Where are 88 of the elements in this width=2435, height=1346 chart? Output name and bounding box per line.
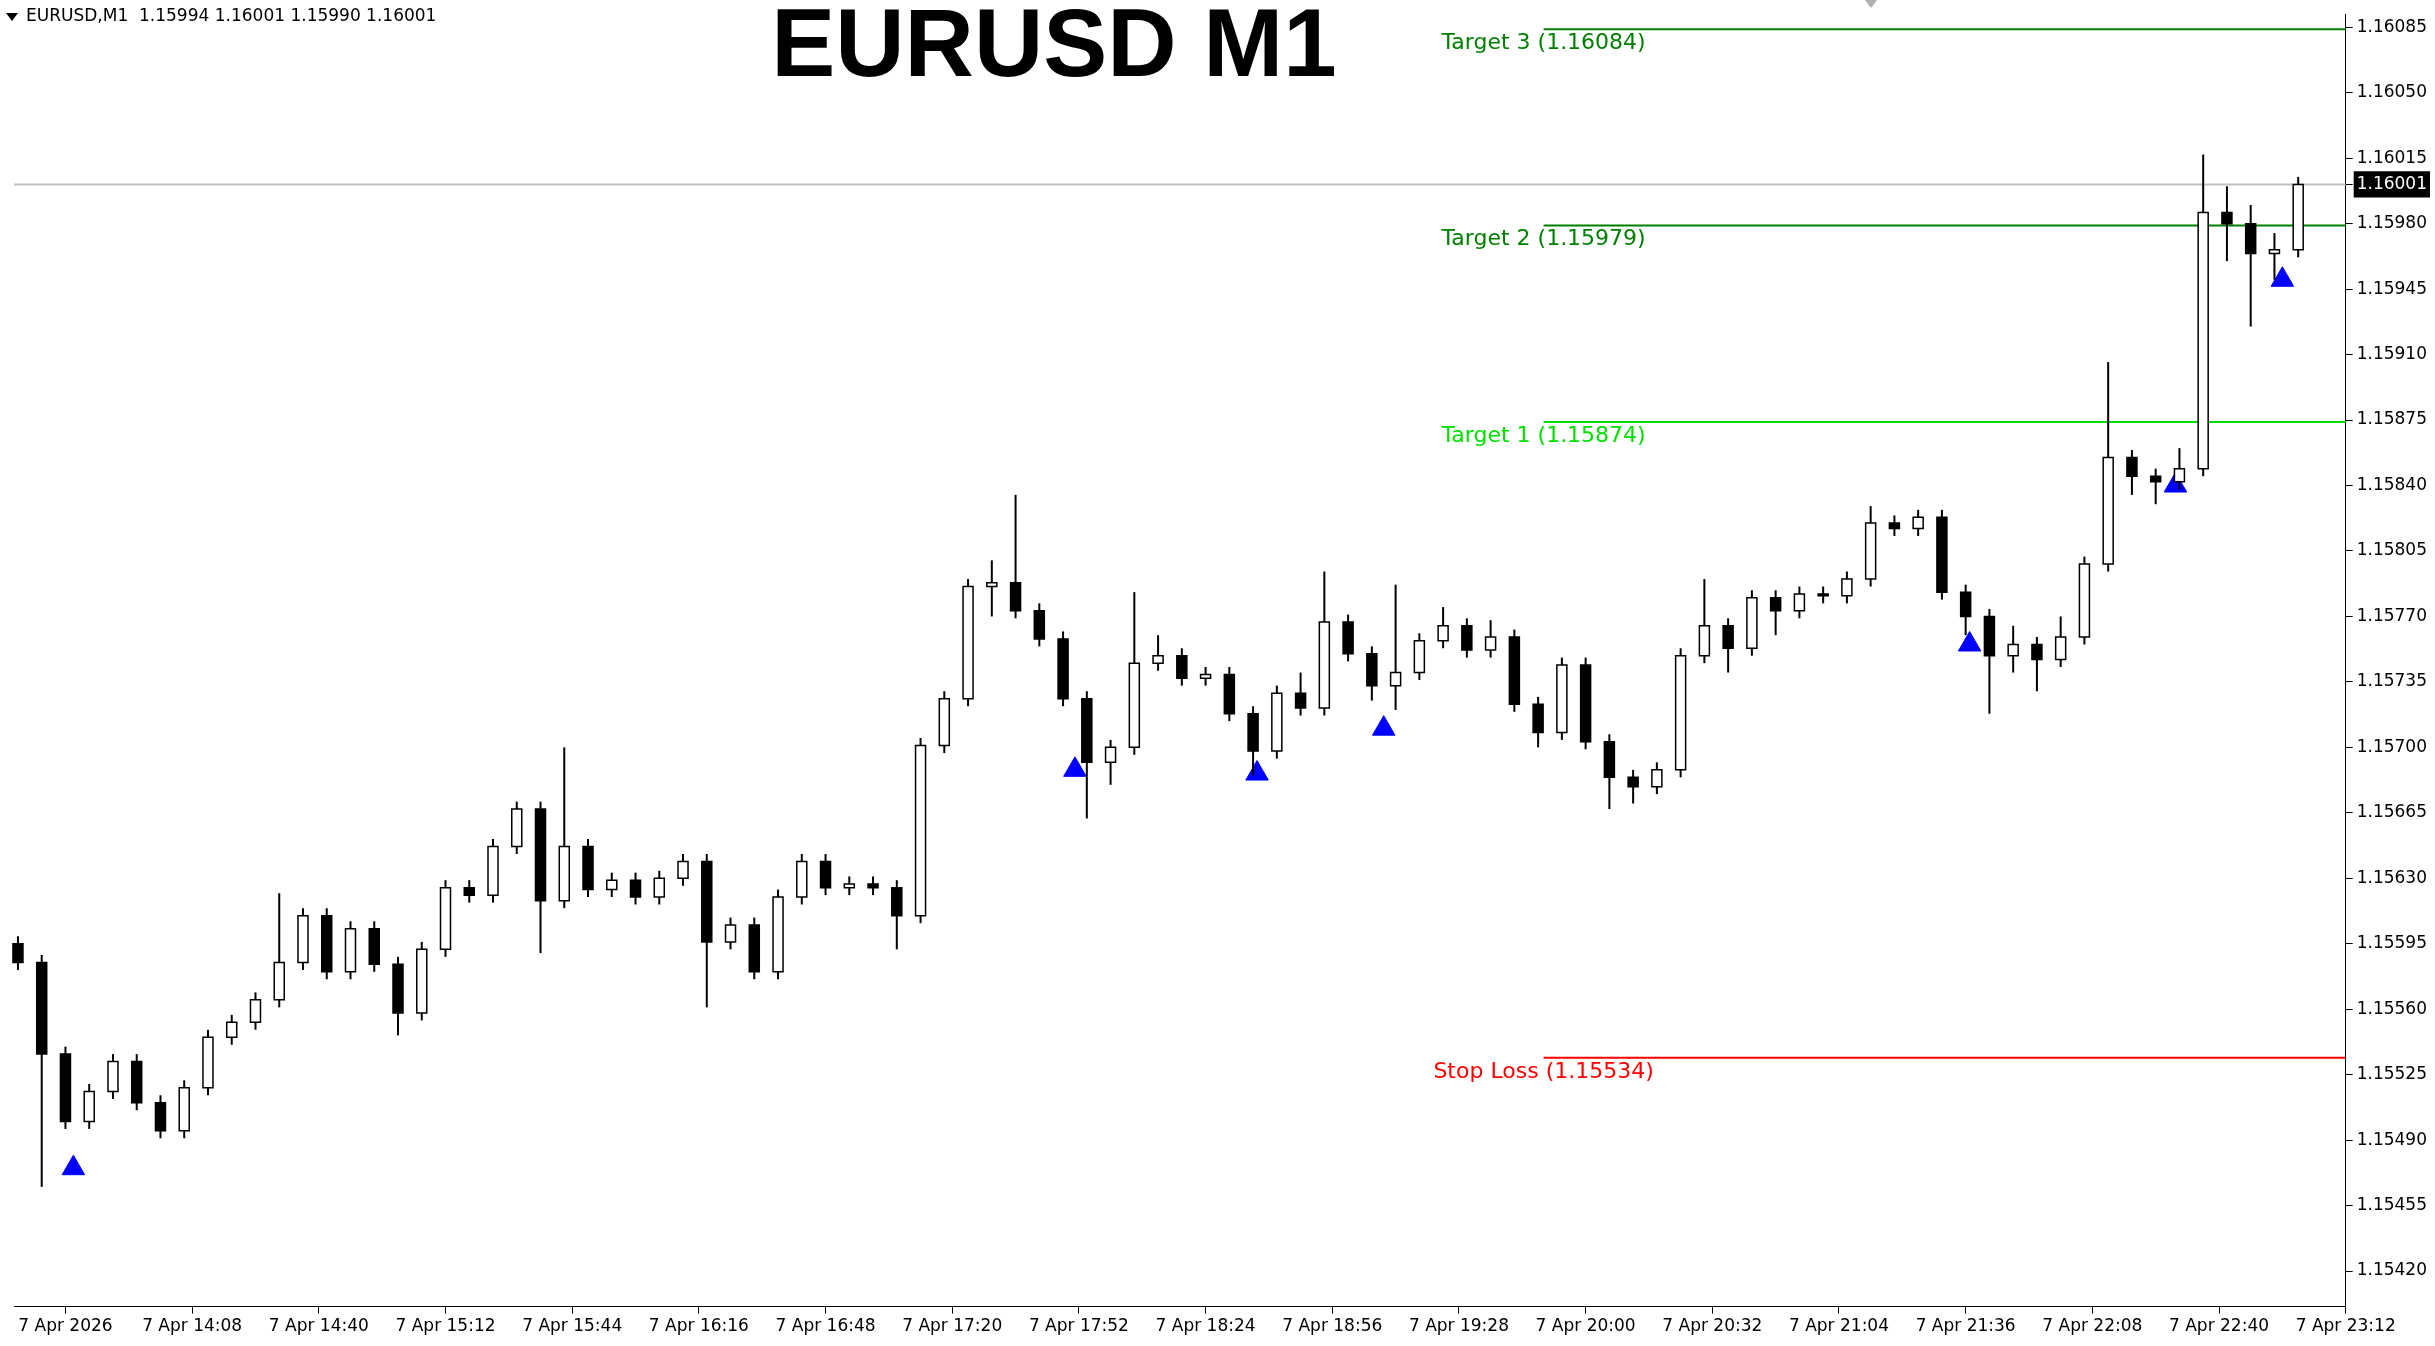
x-tick-label: 7 Apr 17:20 <box>902 1315 1003 1336</box>
y-tick-label: 1.15945 <box>2356 277 2428 298</box>
candlestick <box>225 1013 238 1046</box>
candlestick <box>1104 738 1117 786</box>
x-tick-label: 7 Apr 17:52 <box>1028 1315 1129 1336</box>
candlestick <box>1199 665 1212 687</box>
x-tick-label: 7 Apr 20:32 <box>1662 1315 1763 1336</box>
y-tick-label: 1.15630 <box>2356 866 2428 887</box>
y-tick-label: 1.15735 <box>2356 670 2428 691</box>
candlestick <box>2007 624 2019 674</box>
y-tick-label: 1.15490 <box>2356 1128 2428 1149</box>
y-tick-label: 1.15665 <box>2356 801 2428 822</box>
candlestick <box>2126 448 2138 496</box>
point <box>1957 631 1982 652</box>
candlestick <box>677 852 689 887</box>
candlestick <box>1152 634 1164 672</box>
point <box>1245 760 1269 781</box>
y-tick-label: 1.16085 <box>2356 15 2428 36</box>
y-tick-label: 1.16001 <box>2356 172 2428 193</box>
chart-title: EURUSD M1 <box>771 0 1337 97</box>
candlestick <box>1769 589 1782 637</box>
candlestick <box>2031 636 2043 693</box>
x-tick-label: 7 Apr 14:08 <box>142 1315 243 1336</box>
y-tick-label: 1.15840 <box>2356 473 2428 494</box>
candlestick <box>1912 508 1924 538</box>
x-tick-label: 7 Apr 16:16 <box>648 1315 749 1336</box>
x-tick-label: 7 Apr 22:08 <box>2042 1315 2143 1336</box>
y-tick-label: 1.15770 <box>2356 604 2428 625</box>
candlestick <box>1176 647 1188 687</box>
x-tick-label: 7 Apr 16:48 <box>775 1315 876 1336</box>
candlestick <box>653 869 666 906</box>
candlestick <box>249 991 262 1031</box>
x-tick-label: 7 Apr 21:04 <box>1788 1315 1889 1336</box>
candlestick <box>463 879 476 904</box>
candlestick <box>1793 585 1806 620</box>
candlestick <box>2149 467 2162 506</box>
y-tick-label: 1.16015 <box>2356 146 2428 167</box>
x-tick-label: 7 Apr 14:40 <box>268 1315 369 1336</box>
ref-line-label: Target 1 (1.15874) <box>1440 421 1646 447</box>
candlestick <box>629 871 642 906</box>
candlestick <box>1389 583 1402 711</box>
ref-line-label: Target 2 (1.15979) <box>1440 225 1646 251</box>
x-tick-label: 7 Apr 23:12 <box>2295 1315 2396 1336</box>
x-tick-label: 7 Apr 15:12 <box>395 1315 496 1336</box>
candlestick <box>1888 514 1901 538</box>
candlestick <box>2268 232 2281 281</box>
y-tick-label: 1.15910 <box>2356 343 2428 364</box>
candlestick <box>1722 617 1734 674</box>
x-tick-label: 7 Apr 15:44 <box>522 1315 623 1336</box>
annotation: EURUSD,M1 1.15994 1.16001 1.15990 1.16001 <box>26 4 437 25</box>
candlestick <box>1294 671 1307 717</box>
candlestick <box>1841 570 1853 605</box>
candlestick <box>1484 619 1497 659</box>
candlestick <box>12 935 24 971</box>
y-tick-label: 1.15455 <box>2356 1194 2428 1215</box>
candlestick <box>867 875 879 897</box>
point <box>61 1154 86 1176</box>
candlestick <box>2173 447 2186 491</box>
candlestick <box>986 559 998 618</box>
candlestick <box>1437 606 1449 650</box>
point <box>1371 715 1396 736</box>
candlestick <box>2221 185 2233 263</box>
point <box>1063 756 1087 777</box>
ref-line-label: Stop Loss (1.15534) <box>1433 1057 1654 1083</box>
x-tick-label: 7 Apr 21:36 <box>1915 1315 2016 1336</box>
x-tick-label: 7 Apr 2026 <box>18 1315 113 1336</box>
y-tick-label: 1.15805 <box>2356 539 2428 560</box>
y-tick-label: 1.15700 <box>2356 735 2428 756</box>
y-tick-label: 1.15560 <box>2356 997 2428 1018</box>
point <box>2270 266 2295 287</box>
y-tick-label: 1.15420 <box>2356 1259 2428 1280</box>
y-tick-label: 1.15525 <box>2356 1063 2428 1084</box>
candlestick <box>724 916 737 951</box>
candlestick <box>1627 768 1639 805</box>
candlestick <box>606 871 618 898</box>
y-tick-label: 1.15980 <box>2356 212 2428 233</box>
y-tick-label: 1.16050 <box>2356 81 2428 102</box>
y-tick-label: 1.15875 <box>2356 408 2428 429</box>
candlestick <box>1651 761 1663 796</box>
x-tick-label: 7 Apr 20:00 <box>1535 1315 1636 1336</box>
candlestick <box>2054 615 2067 668</box>
x-tick-label: 7 Apr 19:28 <box>1408 1315 1509 1336</box>
x-tick-label: 7 Apr 18:56 <box>1282 1315 1383 1336</box>
x-tick-label: 7 Apr 18:24 <box>1155 1315 1256 1336</box>
x-tick-label: 7 Apr 22:40 <box>2169 1315 2270 1336</box>
y-tick-label: 1.15595 <box>2356 932 2428 953</box>
candlestick <box>843 875 856 897</box>
ref-line-label: Target 3 (1.16084) <box>1440 28 1646 54</box>
